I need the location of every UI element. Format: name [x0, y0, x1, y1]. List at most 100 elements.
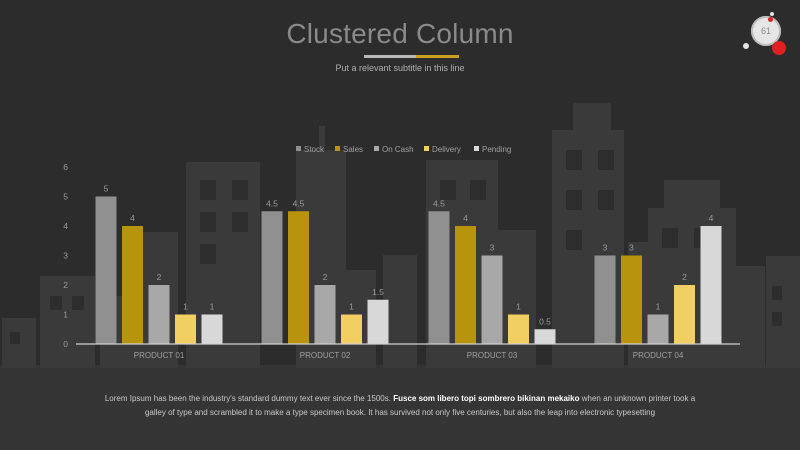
bar-delivery — [674, 285, 695, 344]
category-label: PRODUCT 03 — [467, 351, 518, 360]
legend-label: On Cash — [382, 145, 414, 154]
legend-label: Stock — [304, 145, 325, 154]
bar-on-cash — [647, 314, 669, 344]
bar-delivery — [508, 314, 529, 344]
bar-pending — [534, 329, 556, 344]
category-label: PRODUCT 01 — [134, 351, 185, 360]
footer-text-1: Lorem Ipsum has been the industry's stan… — [104, 394, 391, 403]
data-label: 1.5 — [372, 287, 384, 297]
legend-swatch — [474, 146, 479, 151]
decorative-white-dot — [743, 43, 749, 49]
data-label: 1 — [210, 302, 215, 312]
bar-sales — [288, 211, 309, 344]
bar-on-cash — [481, 255, 503, 344]
title-underline-gold — [416, 55, 459, 58]
legend-swatch — [424, 146, 429, 151]
title-underline-gray — [364, 55, 416, 58]
bar-sales — [621, 255, 642, 344]
data-label: 1 — [183, 302, 188, 312]
bar-stock — [261, 211, 283, 344]
data-label: 1 — [516, 302, 521, 312]
bar-delivery — [341, 314, 362, 344]
data-label: 4.5 — [433, 198, 445, 208]
y-tick-label: 3 — [63, 251, 68, 261]
footer-text-2: when an unknown printer took a galley of… — [144, 394, 696, 417]
category-label: PRODUCT 04 — [633, 351, 684, 360]
data-label: 3 — [629, 243, 634, 253]
data-label: 4 — [130, 213, 135, 223]
bar-on-cash — [314, 285, 336, 344]
window — [200, 180, 216, 200]
window — [566, 230, 582, 250]
data-label: 2 — [323, 272, 328, 282]
bar-delivery — [175, 314, 196, 344]
building — [230, 258, 256, 368]
data-label: 3 — [490, 243, 495, 253]
y-tick-label: 0 — [63, 339, 68, 349]
window — [232, 180, 248, 200]
window — [566, 150, 582, 170]
footer-text-bold: Fusce som libero topi sombrero bikinan m… — [393, 394, 580, 403]
bar-stock — [594, 255, 616, 344]
data-label: 3 — [603, 243, 608, 253]
window — [200, 212, 216, 232]
bar-pending — [201, 314, 223, 344]
building — [664, 180, 720, 212]
window — [440, 180, 456, 200]
legend-swatch — [374, 146, 379, 151]
window — [232, 212, 248, 232]
y-tick-label: 2 — [63, 280, 68, 290]
legend-label: Pending — [482, 145, 511, 154]
decorative-red-dot-small — [768, 17, 773, 22]
slide-title: Clustered Column — [286, 18, 514, 49]
windows — [10, 150, 782, 344]
window — [598, 150, 614, 170]
building — [319, 126, 325, 156]
bar-sales — [455, 226, 476, 344]
data-label: 0.5 — [539, 316, 551, 326]
data-label: 5 — [104, 184, 109, 194]
legend-label: Delivery — [432, 145, 461, 154]
legend-swatch — [296, 146, 301, 151]
building — [496, 230, 536, 368]
window — [200, 244, 216, 264]
ground-band — [0, 365, 800, 450]
data-label: 1 — [656, 302, 661, 312]
data-label: 4.5 — [293, 198, 305, 208]
bar-pending — [700, 226, 722, 344]
window — [598, 190, 614, 210]
bar-on-cash — [148, 285, 170, 344]
data-label: 4.5 — [266, 198, 278, 208]
data-label: 2 — [157, 272, 162, 282]
window — [10, 332, 20, 344]
bar-pending — [367, 299, 389, 344]
slide-subtitle: Put a relevant subtitle in this line — [335, 63, 465, 73]
data-label: 4 — [463, 213, 468, 223]
building — [735, 266, 765, 368]
window — [662, 228, 678, 248]
window — [772, 286, 782, 300]
data-label: 4 — [709, 213, 714, 223]
building — [40, 276, 95, 368]
y-tick-label: 5 — [63, 192, 68, 202]
data-label: 1 — [349, 302, 354, 312]
bar-stock — [95, 196, 117, 344]
building — [383, 255, 417, 368]
legend-label: Sales — [343, 145, 363, 154]
decorative-red-dot — [772, 41, 786, 55]
bar-stock — [428, 211, 450, 344]
window — [772, 312, 782, 326]
legend-swatch — [335, 146, 340, 151]
decorative-white-dot-small — [770, 12, 774, 16]
category-label: PRODUCT 02 — [300, 351, 351, 360]
window — [50, 296, 62, 310]
data-label: 2 — [682, 272, 687, 282]
window — [470, 180, 486, 200]
building — [573, 103, 611, 133]
y-tick-label: 1 — [63, 310, 68, 320]
footer-paragraph: Lorem Ipsum has been the industry's stan… — [100, 392, 700, 419]
y-tick-label: 6 — [63, 162, 68, 172]
window — [72, 296, 84, 310]
